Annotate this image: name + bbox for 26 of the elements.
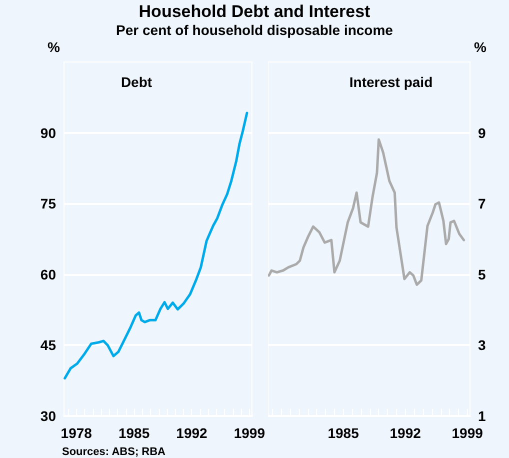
line-series bbox=[268, 138, 466, 286]
y-tick-label: 60 bbox=[40, 266, 56, 282]
y-tick-label: 75 bbox=[40, 196, 56, 212]
text: Debt bbox=[120, 74, 152, 90]
y-tick-label: 30 bbox=[40, 408, 56, 424]
y-tick-label: 90 bbox=[40, 124, 56, 141]
source-note: Sources: ABS; RBA bbox=[62, 446, 166, 458]
x-tick-label: 1992 bbox=[390, 425, 422, 441]
x-tick-label: 1999 bbox=[452, 425, 484, 441]
x-tick-label: 1985 bbox=[118, 425, 150, 441]
y2-tick-label: 5 bbox=[478, 266, 486, 282]
line-series bbox=[64, 112, 248, 380]
chart-subtitle: Per cent of household disposable income bbox=[115, 22, 394, 38]
x-tick-label: 1985 bbox=[328, 425, 360, 441]
x-tick-label: 1978 bbox=[60, 425, 92, 441]
x-tick-label: 1999 bbox=[234, 425, 266, 441]
x-tick-label: 1992 bbox=[176, 425, 208, 441]
y2-tick-label: 3 bbox=[478, 337, 486, 354]
y2-tick-label: 1 bbox=[478, 408, 486, 424]
y2-tick-label: 7 bbox=[478, 196, 486, 212]
y2-axis-title: % bbox=[474, 39, 487, 55]
chart-title: Household Debt and Interest bbox=[138, 2, 372, 22]
y-axis-title: % bbox=[48, 39, 61, 55]
y-tick-label: 45 bbox=[40, 337, 56, 354]
text: Interest paid bbox=[349, 74, 433, 90]
y2-tick-label: 9 bbox=[478, 124, 486, 141]
